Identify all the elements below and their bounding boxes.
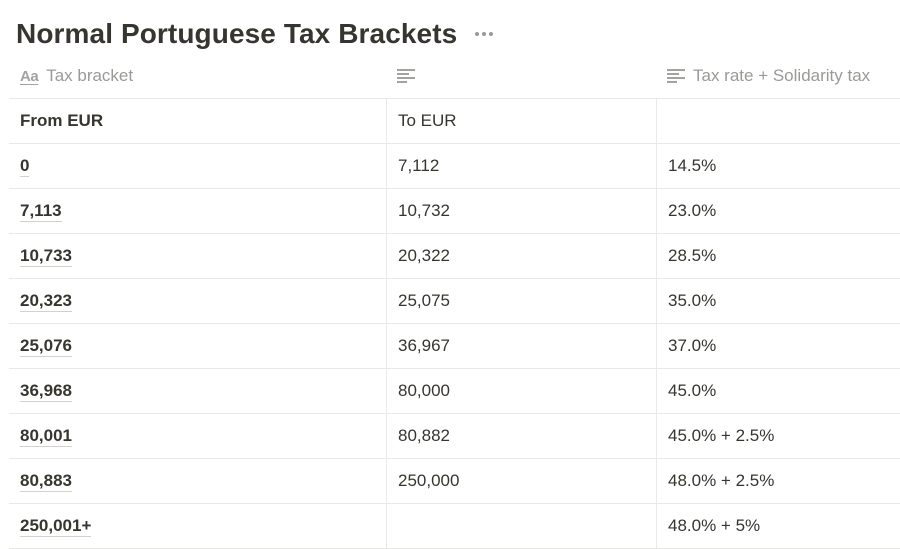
table-row[interactable]: 0 7,112 14.5% bbox=[9, 144, 900, 189]
tax-bracket-cell[interactable]: 25,076 bbox=[9, 324, 386, 368]
to-eur-cell[interactable]: 36,967 bbox=[386, 324, 656, 368]
tax-bracket-cell[interactable]: From EUR bbox=[9, 99, 386, 143]
tax-bracket-value[interactable]: 7,113 bbox=[20, 200, 62, 222]
tax-rate-cell[interactable]: 37.0% bbox=[656, 324, 900, 368]
tax-rate-cell[interactable]: 14.5% bbox=[656, 144, 900, 188]
table-row[interactable]: 80,001 80,882 45.0% + 2.5% bbox=[9, 414, 900, 459]
column-header-label: Tax rate + Solidarity tax bbox=[693, 66, 871, 85]
tax-rate-cell[interactable]: 23.0% bbox=[656, 189, 900, 233]
tax-bracket-value[interactable]: 25,076 bbox=[20, 335, 72, 357]
tax-rate-cell[interactable]: 48.0% + 5% bbox=[656, 504, 900, 548]
page-header: Normal Portuguese Tax Brackets bbox=[16, 14, 495, 54]
table-row[interactable]: 10,733 20,322 28.5% bbox=[9, 234, 900, 279]
tax-bracket-value[interactable]: 80,001 bbox=[20, 425, 72, 447]
tax-bracket-value[interactable]: 80,883 bbox=[20, 470, 72, 492]
text-lines-icon bbox=[667, 69, 685, 83]
tax-bracket-cell[interactable]: 36,968 bbox=[9, 369, 386, 413]
tax-bracket-cell[interactable]: 250,001+ bbox=[9, 504, 386, 548]
tax-rate-cell[interactable]: 45.0% + 2.5% bbox=[656, 414, 900, 458]
column-header-untitled[interactable] bbox=[386, 54, 656, 98]
column-header-label: Tax bracket bbox=[46, 66, 134, 85]
table-row[interactable]: 20,323 25,075 35.0% bbox=[9, 279, 900, 324]
table-row[interactable]: 25,076 36,967 37.0% bbox=[9, 324, 900, 369]
tax-bracket-cell[interactable]: 10,733 bbox=[9, 234, 386, 278]
table-row[interactable]: 36,968 80,000 45.0% bbox=[9, 369, 900, 414]
tax-bracket-value[interactable]: 0 bbox=[20, 155, 30, 177]
text-aa-icon: Aa bbox=[20, 67, 39, 85]
to-eur-cell[interactable]: 250,000 bbox=[386, 459, 656, 503]
tax-bracket-cell[interactable]: 80,001 bbox=[9, 414, 386, 458]
table-row[interactable]: 7,113 10,732 23.0% bbox=[9, 189, 900, 234]
to-eur-cell[interactable]: 25,075 bbox=[386, 279, 656, 323]
tax-rate-cell[interactable]: 28.5% bbox=[656, 234, 900, 278]
to-eur-cell[interactable] bbox=[386, 504, 656, 548]
table-row[interactable]: From EUR To EUR bbox=[9, 99, 900, 144]
tax-bracket-value[interactable]: 10,733 bbox=[20, 245, 72, 267]
tax-bracket-value[interactable]: 20,323 bbox=[20, 290, 72, 312]
tax-bracket-value[interactable]: 250,001+ bbox=[20, 515, 92, 537]
tax-rate-cell[interactable]: 48.0% + 2.5% bbox=[656, 459, 900, 503]
table-row[interactable]: 250,001+ 48.0% + 5% bbox=[9, 504, 900, 549]
column-header-tax-rate[interactable]: Tax rate + Solidarity tax bbox=[656, 54, 900, 98]
tax-bracket-cell[interactable]: 20,323 bbox=[9, 279, 386, 323]
database-table: Aa Tax bracket Tax rate + Solidarity tax… bbox=[9, 54, 900, 549]
table-body: From EUR To EUR 0 7,112 14.5% 7,113 10,732 23.0… bbox=[9, 99, 900, 549]
tax-rate-cell[interactable]: 35.0% bbox=[656, 279, 900, 323]
to-eur-cell[interactable]: 80,882 bbox=[386, 414, 656, 458]
tax-rate-cell[interactable] bbox=[656, 99, 900, 143]
tax-bracket-cell[interactable]: 0 bbox=[9, 144, 386, 188]
to-eur-cell[interactable]: 10,732 bbox=[386, 189, 656, 233]
tax-rate-cell[interactable]: 45.0% bbox=[656, 369, 900, 413]
tax-bracket-value[interactable]: 36,968 bbox=[20, 380, 72, 402]
text-lines-icon bbox=[397, 69, 415, 83]
to-eur-cell[interactable]: 20,322 bbox=[386, 234, 656, 278]
to-eur-cell[interactable]: 80,000 bbox=[386, 369, 656, 413]
table-header: Aa Tax bracket Tax rate + Solidarity tax bbox=[9, 54, 900, 99]
table-row[interactable]: 80,883 250,000 48.0% + 2.5% bbox=[9, 459, 900, 504]
tax-bracket-cell[interactable]: 7,113 bbox=[9, 189, 386, 233]
column-header-tax-bracket[interactable]: Aa Tax bracket bbox=[9, 54, 386, 98]
ellipsis-icon[interactable] bbox=[473, 28, 495, 40]
to-eur-cell[interactable]: 7,112 bbox=[386, 144, 656, 188]
tax-bracket-value[interactable]: From EUR bbox=[20, 111, 104, 130]
tax-bracket-cell[interactable]: 80,883 bbox=[9, 459, 386, 503]
page-title: Normal Portuguese Tax Brackets bbox=[16, 18, 458, 49]
to-eur-cell[interactable]: To EUR bbox=[386, 99, 656, 143]
